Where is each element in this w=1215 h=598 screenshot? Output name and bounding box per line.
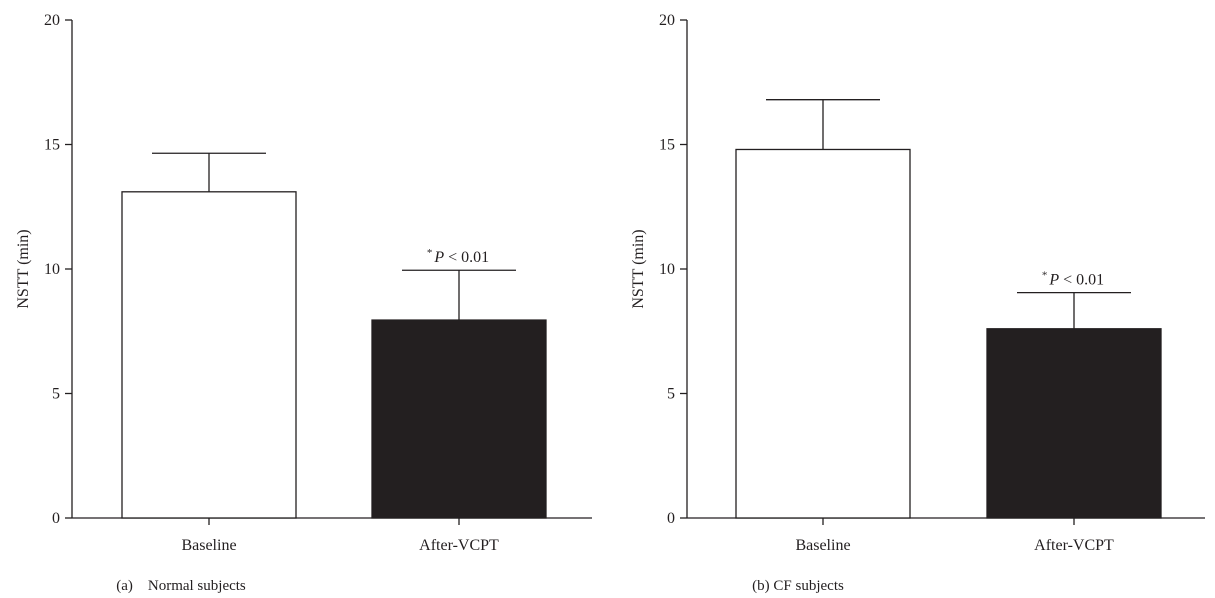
x-tick-label: Baseline (181, 537, 236, 554)
y-tick-label: 10 (44, 261, 60, 278)
chart-panel-b: 0 5 10 15 20 NSTT (min) Baseline After-VCPT * P <… (630, 12, 1205, 594)
y-tick-label: 10 (659, 261, 675, 278)
y-tick-label: 0 (52, 510, 60, 527)
x-tick-label: Baseline (795, 537, 850, 554)
bar-after-vcpt (986, 328, 1162, 519)
y-tick-label: 5 (52, 386, 60, 403)
significance-label: * P < 0.01 (427, 247, 489, 266)
y-tick-label: 20 (659, 12, 675, 29)
bar-baseline (735, 148, 911, 519)
chart-panel-a: 0 5 10 15 20 NSTT (min) Baseline After-VCPT * P <… (15, 12, 592, 594)
panel-caption: (b) CF subjects (752, 578, 844, 594)
y-tick-label: 0 (667, 510, 675, 527)
y-axis-title: NSTT (min) (15, 229, 32, 308)
y-axis-title: NSTT (min) (630, 229, 647, 308)
y-tick-label: 20 (44, 12, 60, 29)
panel-caption: (a) Normal subjects (116, 578, 246, 594)
y-tick-label: 5 (667, 386, 675, 403)
y-tick-label: 15 (44, 137, 60, 154)
bar-baseline (121, 191, 297, 519)
significance-label: * P < 0.01 (1042, 270, 1104, 289)
bar-after-vcpt (371, 319, 547, 519)
y-tick-label: 15 (659, 137, 675, 154)
x-tick-label: After-VCPT (1034, 537, 1114, 554)
x-tick-label: After-VCPT (419, 537, 499, 554)
